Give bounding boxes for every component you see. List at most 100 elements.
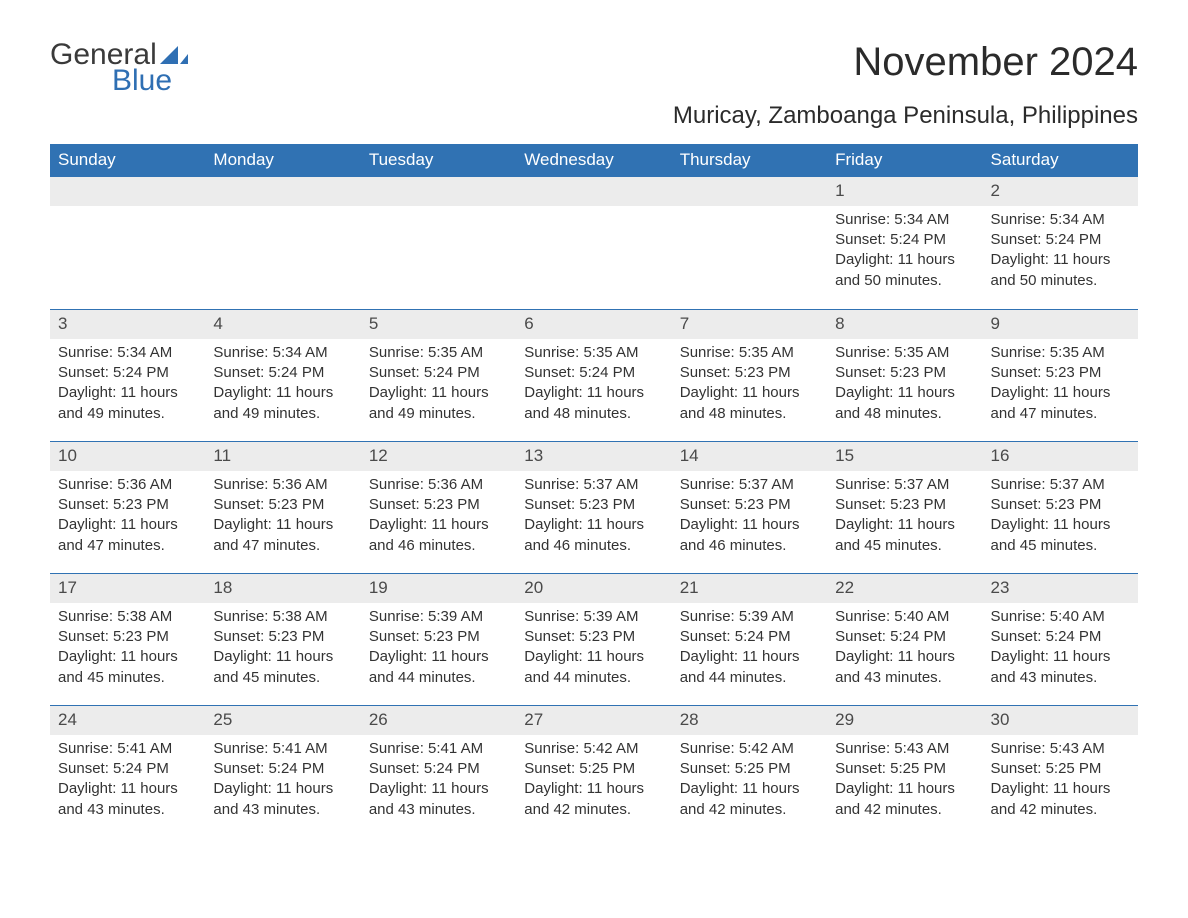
daylight-text-2: and 47 minutes. [213,536,352,556]
daylight-text-2: and 42 minutes. [991,800,1130,820]
calendar-day: 7Sunrise: 5:35 AMSunset: 5:23 PMDaylight… [672,310,827,441]
calendar-day [50,177,205,309]
daylight-text-2: and 45 minutes. [213,668,352,688]
day-number: 18 [205,574,360,603]
daylight-text-1: Daylight: 11 hours [991,250,1130,270]
daylight-text-2: and 50 minutes. [991,271,1130,291]
sunset-text: Sunset: 5:23 PM [680,363,819,383]
day-content: Sunrise: 5:36 AMSunset: 5:23 PMDaylight:… [50,471,205,556]
daylight-text-1: Daylight: 11 hours [835,250,974,270]
calendar-day: 15Sunrise: 5:37 AMSunset: 5:23 PMDayligh… [827,442,982,573]
daylight-text-2: and 48 minutes. [524,404,663,424]
day-content: Sunrise: 5:41 AMSunset: 5:24 PMDaylight:… [50,735,205,820]
sunset-text: Sunset: 5:24 PM [369,759,508,779]
sunrise-text: Sunrise: 5:42 AM [524,739,663,759]
daylight-text-2: and 45 minutes. [835,536,974,556]
day-content: Sunrise: 5:34 AMSunset: 5:24 PMDaylight:… [50,339,205,424]
sunset-text: Sunset: 5:24 PM [524,363,663,383]
calendar-day: 27Sunrise: 5:42 AMSunset: 5:25 PMDayligh… [516,706,671,837]
day-number: 6 [516,310,671,339]
day-content: Sunrise: 5:35 AMSunset: 5:23 PMDaylight:… [983,339,1138,424]
sunset-text: Sunset: 5:23 PM [369,627,508,647]
day-number: 7 [672,310,827,339]
daylight-text-2: and 43 minutes. [213,800,352,820]
day-content: Sunrise: 5:37 AMSunset: 5:23 PMDaylight:… [827,471,982,556]
daylight-text-1: Daylight: 11 hours [369,647,508,667]
weekday-header: Monday [205,144,360,177]
weekday-header: Wednesday [516,144,671,177]
sunset-text: Sunset: 5:23 PM [835,363,974,383]
calendar-day: 29Sunrise: 5:43 AMSunset: 5:25 PMDayligh… [827,706,982,837]
daylight-text-1: Daylight: 11 hours [680,515,819,535]
sunset-text: Sunset: 5:24 PM [213,759,352,779]
calendar: Sunday Monday Tuesday Wednesday Thursday… [50,144,1138,837]
calendar-day: 20Sunrise: 5:39 AMSunset: 5:23 PMDayligh… [516,574,671,705]
sunset-text: Sunset: 5:24 PM [991,230,1130,250]
calendar-week: 24Sunrise: 5:41 AMSunset: 5:24 PMDayligh… [50,705,1138,837]
sunset-text: Sunset: 5:23 PM [524,627,663,647]
day-number: 23 [983,574,1138,603]
day-content: Sunrise: 5:40 AMSunset: 5:24 PMDaylight:… [983,603,1138,688]
daylight-text-2: and 47 minutes. [58,536,197,556]
calendar-day [205,177,360,309]
day-content: Sunrise: 5:34 AMSunset: 5:24 PMDaylight:… [827,206,982,291]
day-number: 29 [827,706,982,735]
sunset-text: Sunset: 5:24 PM [835,230,974,250]
daylight-text-2: and 48 minutes. [835,404,974,424]
day-number: 15 [827,442,982,471]
day-number: 5 [361,310,516,339]
sunset-text: Sunset: 5:23 PM [58,627,197,647]
day-number [361,177,516,206]
day-number: 25 [205,706,360,735]
sunrise-text: Sunrise: 5:41 AM [369,739,508,759]
sunrise-text: Sunrise: 5:39 AM [524,607,663,627]
calendar-day: 24Sunrise: 5:41 AMSunset: 5:24 PMDayligh… [50,706,205,837]
day-number: 1 [827,177,982,206]
day-content: Sunrise: 5:38 AMSunset: 5:23 PMDaylight:… [205,603,360,688]
daylight-text-1: Daylight: 11 hours [213,383,352,403]
daylight-text-1: Daylight: 11 hours [524,779,663,799]
calendar-day: 4Sunrise: 5:34 AMSunset: 5:24 PMDaylight… [205,310,360,441]
daylight-text-1: Daylight: 11 hours [680,647,819,667]
daylight-text-2: and 47 minutes. [991,404,1130,424]
day-content: Sunrise: 5:39 AMSunset: 5:23 PMDaylight:… [516,603,671,688]
day-number [672,177,827,206]
daylight-text-1: Daylight: 11 hours [213,779,352,799]
daylight-text-1: Daylight: 11 hours [991,383,1130,403]
calendar-day: 3Sunrise: 5:34 AMSunset: 5:24 PMDaylight… [50,310,205,441]
logo-word-2: Blue [112,66,188,96]
page-subtitle: Muricay, Zamboanga Peninsula, Philippine… [50,102,1138,130]
daylight-text-2: and 49 minutes. [369,404,508,424]
sunset-text: Sunset: 5:23 PM [524,495,663,515]
day-number: 19 [361,574,516,603]
calendar-week: 1Sunrise: 5:34 AMSunset: 5:24 PMDaylight… [50,177,1138,309]
calendar-day [361,177,516,309]
sunrise-text: Sunrise: 5:37 AM [835,475,974,495]
sunset-text: Sunset: 5:25 PM [680,759,819,779]
daylight-text-1: Daylight: 11 hours [835,647,974,667]
day-number: 8 [827,310,982,339]
daylight-text-2: and 46 minutes. [369,536,508,556]
daylight-text-2: and 49 minutes. [58,404,197,424]
sunrise-text: Sunrise: 5:34 AM [991,210,1130,230]
calendar-day: 17Sunrise: 5:38 AMSunset: 5:23 PMDayligh… [50,574,205,705]
daylight-text-1: Daylight: 11 hours [213,515,352,535]
day-content: Sunrise: 5:34 AMSunset: 5:24 PMDaylight:… [983,206,1138,291]
daylight-text-1: Daylight: 11 hours [58,383,197,403]
day-content: Sunrise: 5:37 AMSunset: 5:23 PMDaylight:… [983,471,1138,556]
sunrise-text: Sunrise: 5:37 AM [680,475,819,495]
calendar-day [516,177,671,309]
day-content: Sunrise: 5:35 AMSunset: 5:24 PMDaylight:… [361,339,516,424]
daylight-text-1: Daylight: 11 hours [524,515,663,535]
daylight-text-2: and 50 minutes. [835,271,974,291]
calendar-day: 22Sunrise: 5:40 AMSunset: 5:24 PMDayligh… [827,574,982,705]
day-number: 30 [983,706,1138,735]
calendar-day: 6Sunrise: 5:35 AMSunset: 5:24 PMDaylight… [516,310,671,441]
day-content: Sunrise: 5:38 AMSunset: 5:23 PMDaylight:… [50,603,205,688]
sunrise-text: Sunrise: 5:40 AM [835,607,974,627]
daylight-text-2: and 43 minutes. [369,800,508,820]
sunrise-text: Sunrise: 5:40 AM [991,607,1130,627]
sunrise-text: Sunrise: 5:34 AM [58,343,197,363]
daylight-text-2: and 43 minutes. [991,668,1130,688]
header: General Blue November 2024 [50,40,1138,96]
